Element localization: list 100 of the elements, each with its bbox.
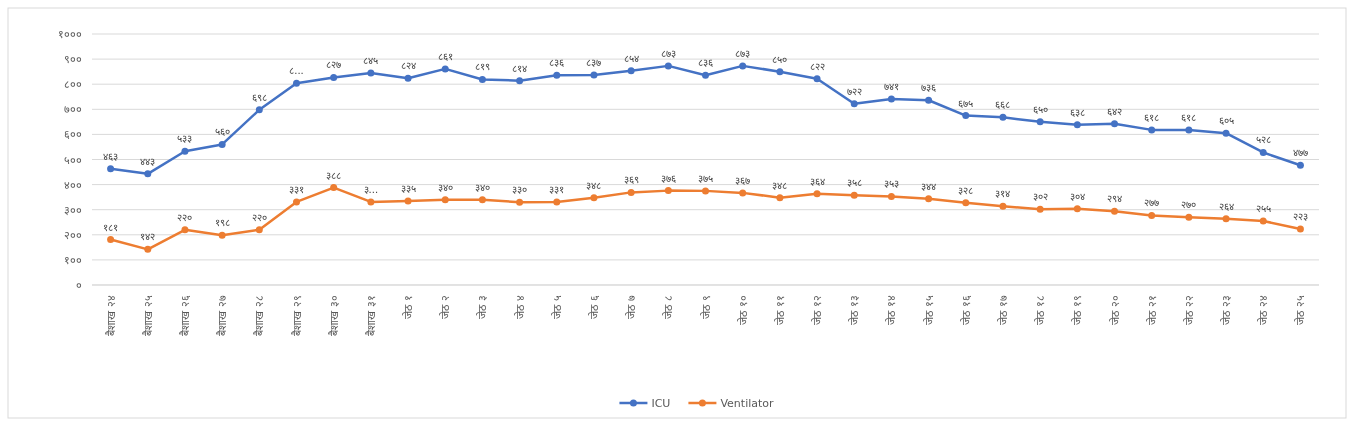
y-tick-label: १०० [64, 253, 82, 267]
data-label: २९४ [1107, 193, 1122, 205]
point [1296, 225, 1304, 233]
point [255, 226, 263, 234]
data-label: ६०५ [1218, 115, 1234, 127]
data-label: ६४२ [1107, 105, 1122, 117]
x-tick-label: जेठ १० [736, 295, 750, 325]
x-tick-label: जेठ ९ [699, 295, 713, 319]
data-label: ३७५ [698, 172, 713, 184]
x-tick-label: बैशाख ३१ [364, 295, 378, 336]
data-label: ४६३ [103, 150, 119, 162]
point [441, 65, 449, 73]
x-tick-label: जेठ २२ [1182, 295, 1196, 325]
y-tick-label: ० [76, 279, 82, 292]
point [1036, 118, 1044, 126]
x-tick-label: जेठ १५ [922, 295, 936, 325]
data-label: ८५४ [623, 52, 639, 64]
y-tick-label: ५०० [64, 153, 82, 167]
data-label: ५२८ [1255, 134, 1271, 146]
point [664, 62, 672, 70]
point [1036, 205, 1044, 213]
data-label: २५५ [1255, 202, 1271, 214]
x-tick-label: जेठ १४ [885, 295, 899, 325]
data-label: १९८ [214, 217, 230, 229]
point [516, 198, 524, 206]
point [925, 96, 933, 104]
x-tick-label: जेठ ७ [625, 295, 639, 319]
point [404, 197, 412, 205]
point [1111, 207, 1118, 215]
point [1073, 205, 1081, 213]
point [627, 67, 635, 75]
data-label: ८१४ [512, 62, 528, 74]
data-label: ८३६ [549, 57, 565, 69]
data-label: ७३६ [921, 82, 937, 94]
data-label: ६९८ [251, 91, 267, 103]
legend-label: Ventilator [720, 397, 775, 410]
data-label: ३६७ [735, 174, 751, 186]
point [850, 191, 858, 199]
x-tick-label: बैशाख २९ [290, 295, 304, 336]
x-tick-label: जेठ १७ [996, 295, 1010, 325]
point [293, 79, 300, 87]
x-tick-label: जेठ ४ [513, 295, 527, 319]
point [887, 192, 895, 200]
x-tick-label: जेठ २५ [1294, 295, 1308, 325]
point [367, 69, 375, 77]
x-tick-label: जेठ १८ [1034, 295, 1048, 325]
point [1222, 129, 1230, 137]
data-label: ४७७ [1292, 147, 1308, 159]
point [590, 194, 598, 202]
x-tick-label: जेठ १३ [848, 295, 862, 325]
point [1259, 217, 1267, 225]
y-tick-label: ७०० [64, 103, 82, 117]
data-label: ६१८ [1181, 111, 1197, 123]
data-label: ३८८ [326, 169, 342, 181]
point [181, 147, 189, 155]
x-tick-label: बैशाख २८ [253, 295, 267, 336]
point [1259, 148, 1267, 156]
y-tick-label: ६०० [64, 128, 82, 142]
point [218, 231, 226, 239]
x-tick-label: बैशाख २४ [104, 295, 118, 336]
point [1111, 120, 1118, 128]
data-label: २२३ [1292, 211, 1308, 223]
data-label: ८३७ [586, 56, 602, 68]
point [813, 75, 821, 83]
y-tick-label: २०० [64, 228, 82, 242]
data-label: ३०४ [1069, 190, 1085, 202]
data-label: २७७ [1144, 197, 1160, 209]
x-tick-label: जेठ ३ [476, 295, 490, 319]
point [330, 73, 338, 81]
legend-label: ICU [651, 397, 671, 410]
data-label: ८७३ [660, 47, 676, 59]
point [553, 198, 561, 206]
point [218, 140, 226, 148]
x-tick-label: जेठ ११ [773, 295, 787, 325]
data-label: ३०२ [1032, 191, 1048, 203]
data-label: १४२ [140, 231, 156, 243]
data-label: ३६४ [809, 175, 825, 187]
data-label: ६६८ [995, 99, 1011, 111]
x-tick-label: जेठ २ [439, 295, 453, 319]
data-label: ८२२ [809, 60, 825, 72]
point [107, 236, 115, 244]
data-label: ७४१ [883, 81, 899, 93]
point [627, 188, 635, 196]
data-label: ८१९ [474, 61, 490, 73]
data-label: ८७३ [735, 47, 751, 59]
point [590, 71, 598, 79]
point [776, 194, 784, 202]
x-tick-label: जेठ २३ [1220, 295, 1234, 325]
point [293, 198, 300, 206]
x-tick-label: जेठ २१ [1145, 295, 1159, 325]
point [255, 106, 263, 114]
data-label: ३४० [437, 181, 453, 193]
point [813, 190, 821, 198]
data-label: ३३५ [400, 182, 416, 194]
data-label: ८५० [772, 53, 788, 65]
data-label: ६५० [1032, 103, 1048, 115]
point [144, 170, 152, 178]
x-tick-label: बैशाख ३० [327, 295, 341, 336]
data-label: ६३८ [1069, 106, 1085, 118]
point [441, 196, 449, 204]
